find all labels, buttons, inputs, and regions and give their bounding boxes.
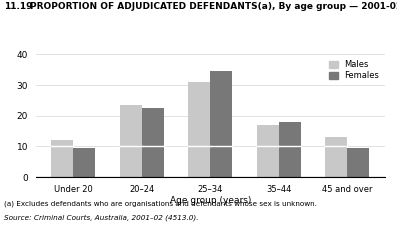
Text: 11.19: 11.19 [4, 2, 33, 11]
Bar [210, 146, 232, 177]
X-axis label: Age group (years): Age group (years) [170, 197, 251, 205]
Bar [210, 71, 232, 146]
Bar [257, 146, 279, 177]
Bar [189, 82, 210, 146]
Bar [142, 146, 164, 177]
Bar [326, 137, 347, 146]
Bar [52, 140, 73, 146]
Bar [326, 146, 347, 177]
Bar [257, 125, 279, 146]
Text: PROPORTION OF ADJUDICATED DEFENDANTS(a), By age group — 2001-02: PROPORTION OF ADJUDICATED DEFENDANTS(a),… [30, 2, 397, 11]
Bar [189, 146, 210, 177]
Bar [73, 148, 95, 177]
Legend: Males, Females: Males, Females [328, 59, 381, 82]
Bar [52, 146, 73, 177]
Bar [120, 146, 142, 177]
Text: Source: Criminal Courts, Australia, 2001–02 (4513.0).: Source: Criminal Courts, Australia, 2001… [4, 215, 198, 221]
Bar [347, 148, 369, 177]
Bar [120, 105, 142, 146]
Bar [279, 146, 301, 177]
Bar [142, 108, 164, 146]
Text: (a) Excludes defendants who are organisations and defendants whose sex is unknow: (a) Excludes defendants who are organisa… [4, 201, 317, 207]
Bar [279, 122, 301, 146]
